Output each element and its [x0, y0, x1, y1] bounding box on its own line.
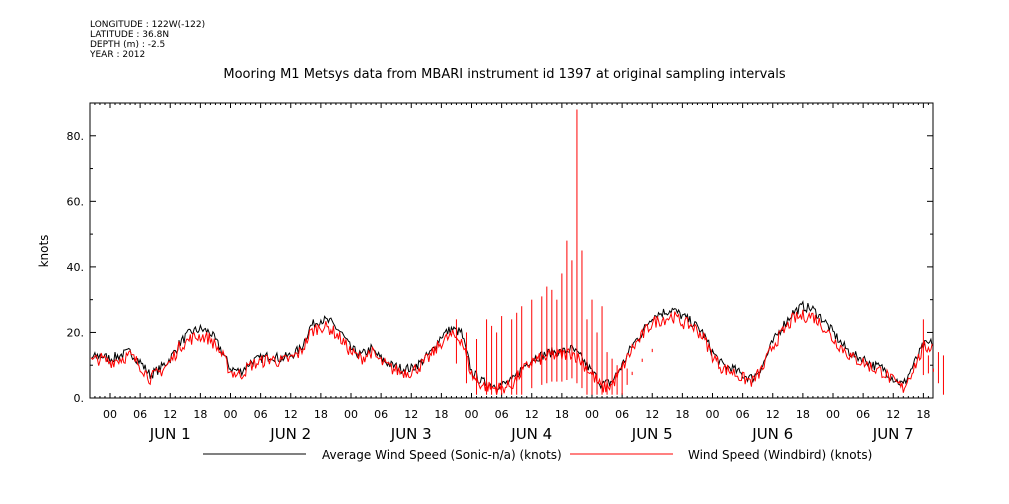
series-layer [90, 109, 944, 395]
x-tick-label: 12 [163, 408, 177, 421]
x-tick-label: 18 [555, 408, 569, 421]
x-tick-label: 06 [615, 408, 629, 421]
x-tick-label: 00 [224, 408, 238, 421]
x-tick-label: 12 [886, 408, 900, 421]
day-label: JUN 6 [751, 425, 793, 443]
day-label: JUN 7 [872, 425, 914, 443]
y-axis: 0. 20. 40. 60. 80. [67, 102, 933, 405]
day-label: JUN 4 [510, 425, 552, 443]
x-tick-label: 06 [495, 408, 509, 421]
latitude-text: LATITUDE : 36.8N [90, 30, 170, 40]
x-tick-label: 00 [344, 408, 358, 421]
x-tick-label: 00 [706, 408, 720, 421]
legend: Average Wind Speed (Sonic-n/a) (knots) W… [203, 448, 872, 462]
day-label: JUN 3 [390, 425, 432, 443]
x-tick-label: 00 [465, 408, 479, 421]
x-tick-label: 06 [254, 408, 268, 421]
x-tick-label: 12 [404, 408, 418, 421]
x-tick-label: 00 [103, 408, 117, 421]
x-tick-label: 12 [284, 408, 298, 421]
day-label: JUN 5 [631, 425, 673, 443]
x-tick-label: 18 [193, 408, 207, 421]
chart-title: Mooring M1 Metsys data from MBARI instru… [223, 67, 786, 82]
depth-text: DEPTH (m) : -2.5 [90, 40, 166, 50]
x-tick-label: 06 [374, 408, 388, 421]
x-tick-label: 12 [645, 408, 659, 421]
y-tick-label: 0. [74, 392, 85, 405]
x-tick-label: 06 [856, 408, 870, 421]
y-axis-label: knots [37, 235, 51, 268]
y-tick-label: 40. [67, 261, 85, 274]
x-tick-label: 00 [585, 408, 599, 421]
year-text: YEAR : 2012 [90, 50, 146, 60]
day-label: JUN 1 [149, 425, 191, 443]
x-tick-label: 18 [916, 408, 930, 421]
x-tick-label: 00 [826, 408, 840, 421]
x-axis: 00 06 12 18 00 06 12 18 00 06 12 18 00 06 12 18 00 06 12 18… [94, 103, 930, 443]
x-tick-label: 06 [736, 408, 750, 421]
y-tick-label: 20. [67, 326, 85, 339]
x-tick-label: 18 [675, 408, 689, 421]
x-tick-label: 06 [133, 408, 147, 421]
x-tick-label: 18 [434, 408, 448, 421]
x-tick-label: 12 [525, 408, 539, 421]
x-tick-label: 18 [314, 408, 328, 421]
x-tick-label: 12 [766, 408, 780, 421]
y-tick-label: 80. [67, 130, 85, 143]
x-tick-label: 18 [796, 408, 810, 421]
legend-label-windbird: Wind Speed (Windbird) (knots) [688, 448, 872, 462]
day-label: JUN 2 [269, 425, 311, 443]
legend-label-average: Average Wind Speed (Sonic-n/a) (knots) [322, 448, 562, 462]
longitude-text: LONGITUDE : 122W(-122) [90, 20, 206, 30]
metadata-block: LONGITUDE : 122W(-122) LATITUDE : 36.8N … [90, 20, 205, 60]
y-tick-label: 60. [67, 195, 85, 208]
